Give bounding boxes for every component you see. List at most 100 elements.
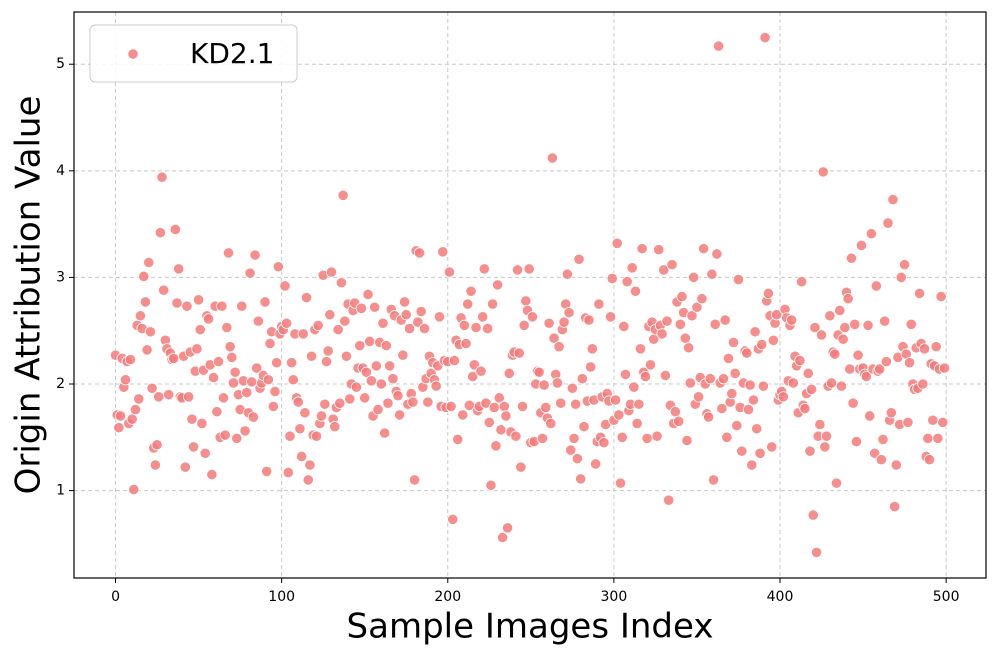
point	[332, 324, 344, 336]
point	[653, 244, 665, 256]
point	[661, 315, 673, 327]
point	[443, 266, 456, 278]
point	[365, 375, 377, 387]
point	[488, 401, 500, 414]
point	[651, 430, 663, 442]
point	[937, 416, 949, 428]
point	[583, 314, 595, 326]
point	[663, 494, 675, 506]
point	[403, 322, 416, 335]
point	[350, 381, 363, 393]
point	[498, 400, 510, 412]
point	[575, 473, 587, 485]
point	[545, 417, 557, 430]
point	[862, 319, 874, 331]
point	[179, 461, 191, 473]
point	[244, 267, 256, 279]
y-tick-label: 1	[56, 483, 65, 499]
point	[727, 336, 740, 349]
point	[598, 437, 610, 449]
point	[809, 321, 821, 334]
point	[621, 276, 633, 288]
point	[666, 259, 678, 271]
point	[590, 458, 602, 470]
point	[619, 368, 632, 381]
point	[422, 396, 434, 408]
point	[802, 367, 814, 379]
point	[513, 347, 525, 359]
point	[487, 298, 499, 310]
point	[691, 301, 703, 313]
point	[492, 279, 504, 291]
point	[202, 313, 215, 325]
point	[835, 380, 848, 392]
point	[224, 341, 236, 353]
y-tick-label: 3	[56, 269, 65, 285]
point	[561, 268, 573, 280]
point	[771, 309, 783, 321]
point	[282, 466, 294, 479]
point	[500, 410, 512, 422]
point	[329, 421, 341, 433]
point	[578, 421, 590, 433]
point	[319, 398, 331, 410]
point	[571, 453, 583, 465]
point	[216, 300, 228, 312]
point	[819, 441, 831, 453]
point	[722, 352, 735, 365]
point	[400, 309, 412, 321]
point	[217, 392, 230, 404]
point	[134, 310, 147, 322]
point	[143, 256, 155, 269]
point	[153, 391, 165, 403]
point	[294, 423, 306, 435]
point	[845, 252, 858, 264]
point	[609, 394, 622, 406]
point	[173, 263, 185, 275]
point	[917, 378, 929, 390]
point	[935, 290, 947, 303]
point	[196, 417, 208, 430]
point	[458, 319, 470, 331]
point	[629, 285, 642, 297]
point	[251, 362, 263, 374]
point	[922, 432, 934, 444]
point	[475, 365, 487, 377]
point	[849, 318, 861, 330]
point	[384, 360, 396, 372]
point	[918, 343, 931, 355]
point	[834, 304, 846, 317]
point	[719, 314, 731, 326]
point	[711, 248, 723, 260]
y-tick-label: 2	[56, 376, 65, 392]
point	[339, 315, 351, 327]
point	[847, 397, 859, 409]
point	[483, 416, 495, 428]
point	[744, 379, 756, 391]
point	[852, 349, 864, 361]
point	[158, 284, 170, 296]
point	[693, 391, 705, 403]
point	[839, 321, 851, 334]
point	[181, 300, 193, 312]
point	[169, 223, 181, 236]
point	[452, 433, 464, 446]
point	[553, 341, 565, 353]
y-tick-label: 4	[56, 163, 65, 179]
point	[151, 439, 163, 451]
point	[407, 396, 419, 408]
point	[447, 513, 459, 525]
point	[814, 418, 826, 431]
point	[231, 432, 243, 444]
point	[696, 293, 708, 305]
point	[496, 531, 509, 544]
point	[546, 152, 559, 164]
point	[284, 430, 296, 442]
point	[709, 318, 721, 330]
point	[467, 370, 479, 383]
point	[304, 459, 316, 471]
point	[478, 263, 490, 275]
point	[726, 387, 738, 400]
point	[149, 459, 161, 471]
point	[684, 377, 696, 389]
